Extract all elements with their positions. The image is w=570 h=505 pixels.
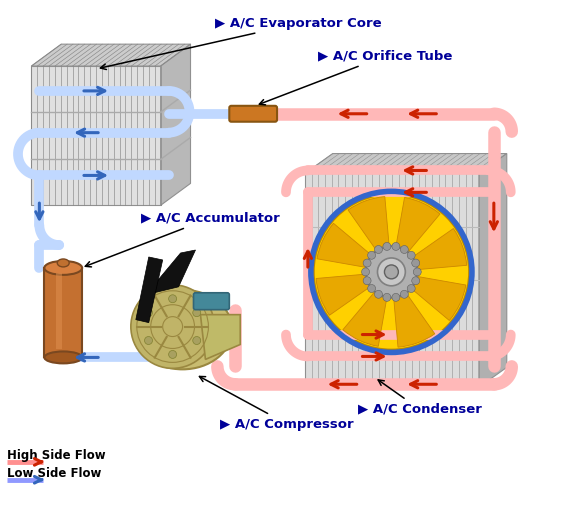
Circle shape bbox=[361, 268, 369, 276]
Ellipse shape bbox=[57, 259, 69, 267]
Circle shape bbox=[193, 336, 201, 344]
Wedge shape bbox=[406, 275, 466, 321]
FancyBboxPatch shape bbox=[229, 106, 277, 122]
Ellipse shape bbox=[133, 290, 233, 369]
Circle shape bbox=[193, 309, 201, 317]
Circle shape bbox=[407, 251, 415, 259]
Text: Low Side Flow: Low Side Flow bbox=[6, 467, 101, 480]
Circle shape bbox=[392, 293, 400, 301]
Circle shape bbox=[400, 290, 408, 298]
Circle shape bbox=[412, 277, 420, 285]
Circle shape bbox=[412, 259, 420, 267]
Polygon shape bbox=[31, 44, 190, 66]
Circle shape bbox=[368, 284, 376, 292]
Polygon shape bbox=[136, 257, 162, 323]
Ellipse shape bbox=[44, 351, 82, 364]
Polygon shape bbox=[44, 268, 82, 358]
Circle shape bbox=[384, 265, 398, 279]
Polygon shape bbox=[201, 315, 240, 360]
Polygon shape bbox=[479, 154, 507, 387]
Circle shape bbox=[374, 245, 382, 254]
Wedge shape bbox=[348, 196, 390, 256]
Circle shape bbox=[383, 293, 391, 301]
Polygon shape bbox=[56, 273, 62, 349]
Circle shape bbox=[368, 251, 376, 259]
Wedge shape bbox=[317, 223, 376, 269]
Text: ▶ A/C Compressor: ▶ A/C Compressor bbox=[200, 376, 354, 431]
Text: ▶ A/C Orifice Tube: ▶ A/C Orifice Tube bbox=[259, 49, 452, 105]
Text: ▶ A/C Evaporator Core: ▶ A/C Evaporator Core bbox=[100, 17, 382, 70]
FancyBboxPatch shape bbox=[193, 293, 229, 310]
Circle shape bbox=[169, 350, 177, 359]
Polygon shape bbox=[146, 250, 196, 295]
Circle shape bbox=[377, 258, 405, 286]
Circle shape bbox=[365, 246, 417, 298]
Wedge shape bbox=[393, 288, 435, 347]
Wedge shape bbox=[343, 287, 388, 346]
Circle shape bbox=[363, 277, 371, 285]
Polygon shape bbox=[161, 44, 190, 205]
Polygon shape bbox=[31, 66, 161, 205]
Circle shape bbox=[392, 242, 400, 250]
Circle shape bbox=[145, 336, 153, 344]
Wedge shape bbox=[395, 197, 440, 257]
Wedge shape bbox=[408, 229, 467, 270]
Wedge shape bbox=[316, 274, 375, 315]
Text: ▶ A/C Condenser: ▶ A/C Condenser bbox=[357, 380, 482, 416]
Circle shape bbox=[383, 242, 391, 250]
Circle shape bbox=[169, 295, 177, 302]
Text: High Side Flow: High Side Flow bbox=[6, 449, 105, 462]
Circle shape bbox=[363, 259, 371, 267]
Circle shape bbox=[131, 285, 214, 368]
Circle shape bbox=[413, 268, 421, 276]
Circle shape bbox=[400, 245, 408, 254]
Circle shape bbox=[374, 290, 382, 298]
Circle shape bbox=[407, 284, 415, 292]
Text: ▶ A/C Accumulator: ▶ A/C Accumulator bbox=[86, 212, 279, 267]
Circle shape bbox=[145, 309, 153, 317]
Polygon shape bbox=[305, 173, 479, 387]
Polygon shape bbox=[305, 154, 507, 173]
Circle shape bbox=[314, 194, 469, 349]
Ellipse shape bbox=[44, 261, 82, 275]
